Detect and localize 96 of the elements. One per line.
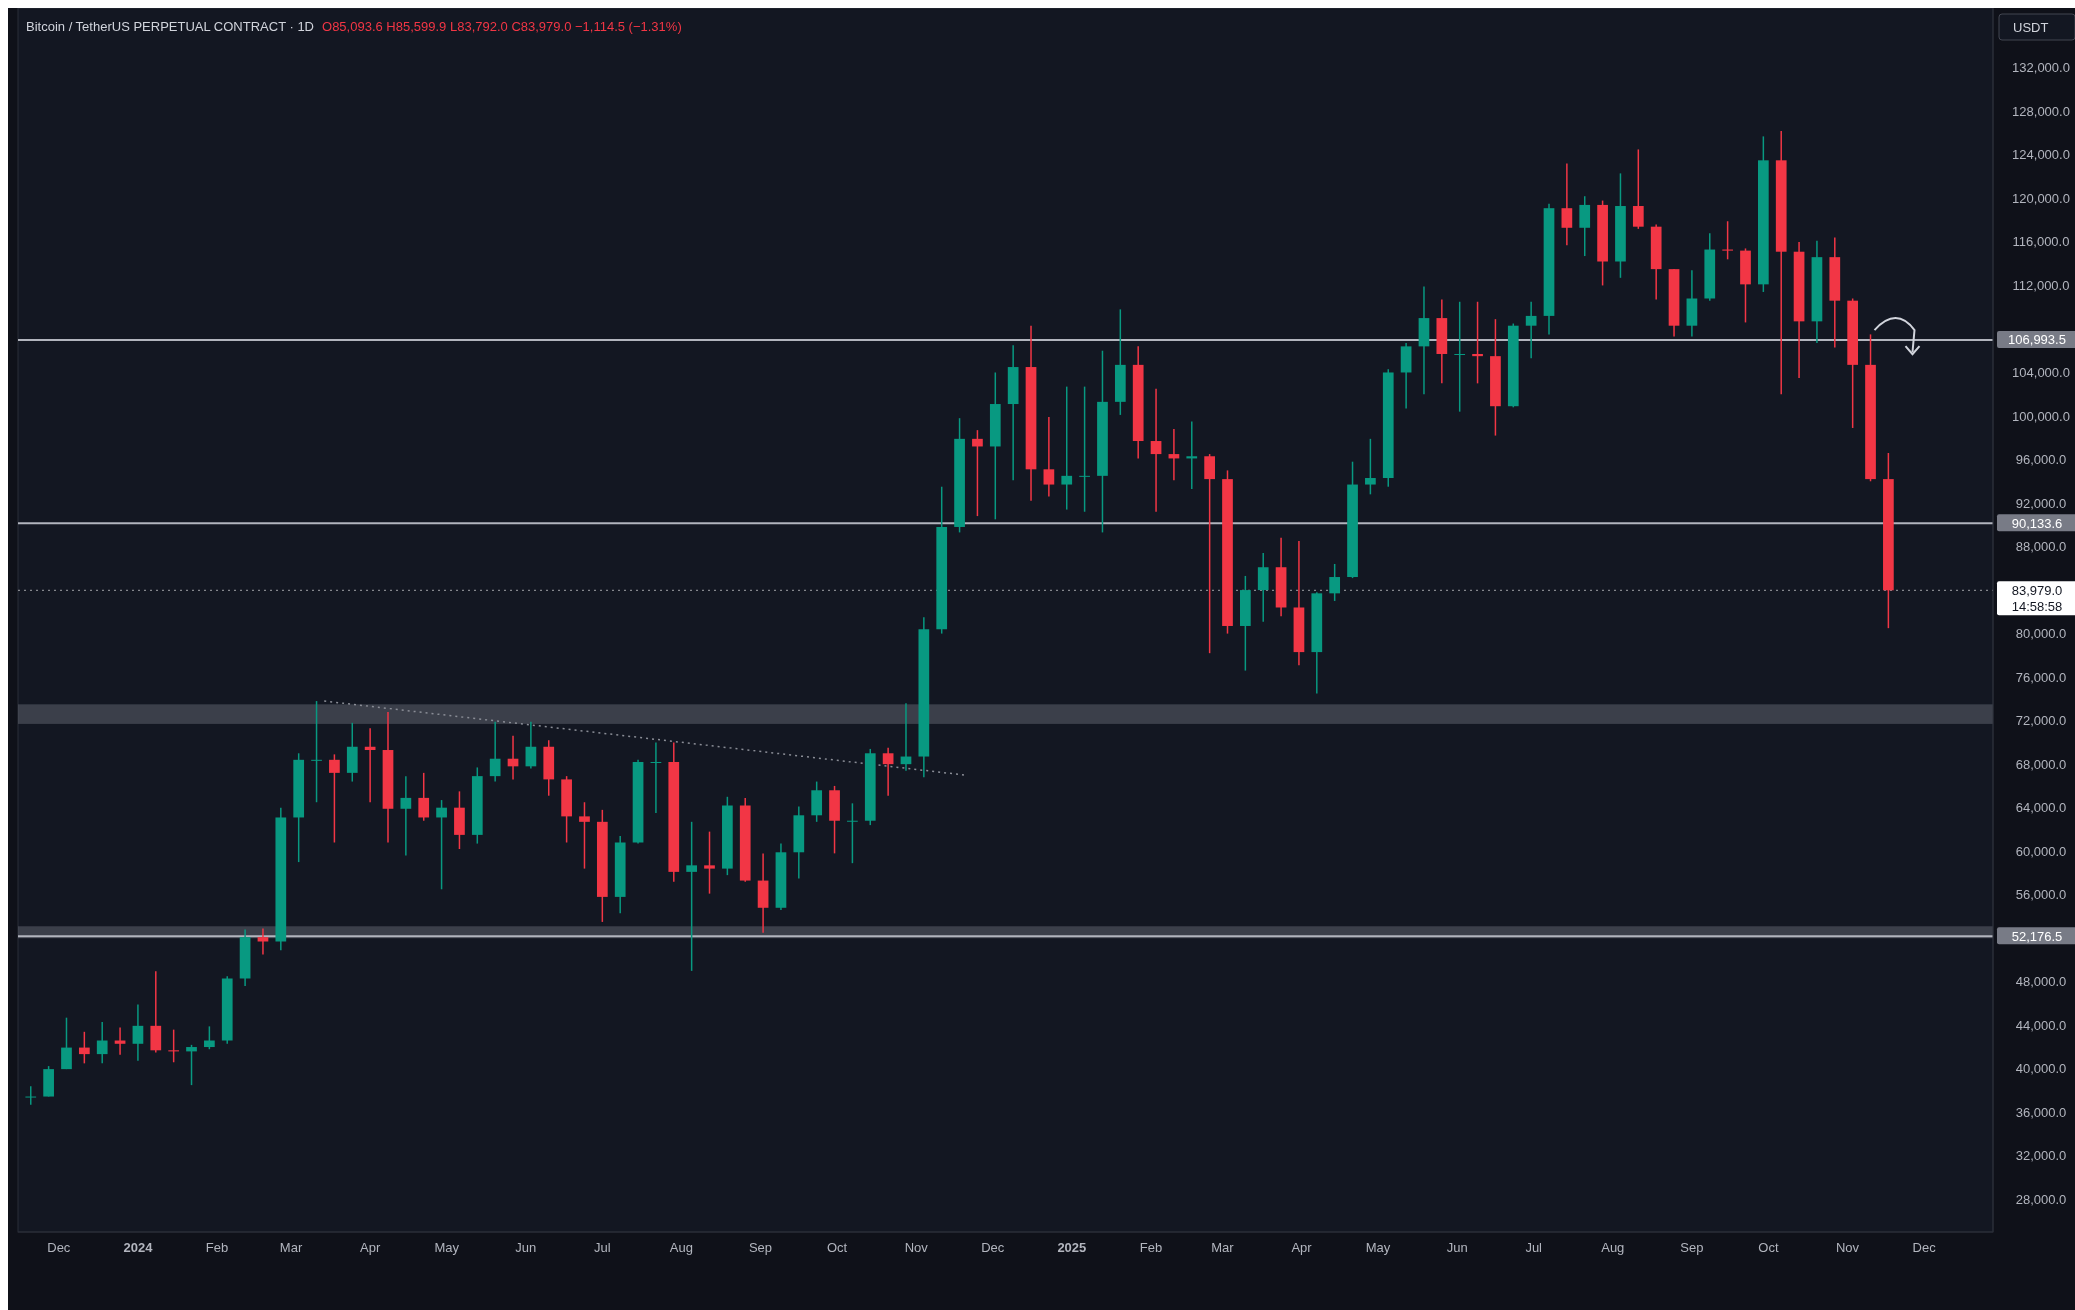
x-tick-label: Feb (205, 1239, 229, 1255)
candlestick (78, 1031, 90, 1065)
candlestick (25, 1085, 37, 1106)
candlestick (972, 429, 983, 517)
y-tick-label: 128,000.0 (2012, 103, 2070, 119)
y-tick-label: 112,000.0 (2012, 277, 2070, 293)
candlestick (882, 747, 894, 797)
x-tick-label: Apr (360, 1239, 381, 1255)
candlestick (311, 700, 322, 803)
x-tick-label: Oct (1758, 1239, 1779, 1255)
ref-line-label: 106,993.5 (2008, 332, 2066, 348)
candlestick (1186, 420, 1198, 490)
y-tick-label: 68,000.0 (2015, 756, 2067, 772)
y-tick-label: 92,000.0 (2015, 495, 2067, 511)
x-tick-label: May (1365, 1239, 1391, 1255)
y-tick-label: 88,000.0 (2015, 539, 2067, 555)
candlestick (579, 801, 590, 870)
y-tick-label: 76,000.0 (2015, 669, 2067, 685)
x-tick-label: Sep (748, 1239, 773, 1255)
candlestick (704, 830, 715, 895)
candlestick (1329, 563, 1341, 602)
candlestick (1043, 416, 1055, 498)
y-tick-label: 60,000.0 (2015, 843, 2067, 859)
candlestick (1579, 195, 1591, 257)
x-tick-label: Aug (1601, 1239, 1625, 1255)
x-tick-label: Dec (1912, 1239, 1937, 1255)
x-tick-label: Oct (826, 1239, 848, 1255)
candlestick (650, 741, 662, 814)
candlestick (489, 720, 501, 783)
candlestick (1632, 148, 1644, 230)
y-tick-label: 96,000.0 (2015, 452, 2067, 468)
y-tick-label: 64,000.0 (2015, 800, 2067, 816)
y-tick-label: 36,000.0 (2015, 1104, 2067, 1120)
x-tick-label: Nov (1835, 1239, 1860, 1255)
candlestick (132, 1003, 144, 1062)
x-tick-label: Jul (594, 1239, 611, 1255)
y-tick-label: 44,000.0 (2015, 1017, 2067, 1033)
y-tick-label: 132,000.0 (2012, 60, 2070, 76)
y-tick-label: 48,000.0 (2015, 974, 2067, 990)
x-tick-label: Dec (47, 1239, 71, 1255)
x-tick-label: Apr (1291, 1239, 1313, 1255)
candlestick (329, 753, 340, 844)
x-tick-label: Jun (1446, 1239, 1468, 1255)
text: Bitcoin / TetherUS PERPETUAL CONTRACT · 1D (26, 18, 315, 34)
y-axis-title: USDT (2013, 19, 2049, 35)
candlestick (1204, 453, 1215, 654)
candlestick (204, 1025, 215, 1050)
ref-line-label: 90,133.6 (2011, 515, 2063, 531)
candlestick (525, 720, 537, 770)
y-tick-label: 32,000.0 (2015, 1148, 2067, 1164)
x-tick-label: Mar (279, 1239, 303, 1255)
candlestick (1525, 301, 1537, 360)
y-tick-label: 124,000.0 (2012, 147, 2070, 163)
y-tick-label: 56,000.0 (2015, 887, 2067, 903)
candlestick (1079, 385, 1090, 513)
y-tick-label: 80,000.0 (2015, 626, 2067, 642)
candlestick (1561, 162, 1573, 246)
candlestick (400, 775, 412, 857)
y-tick-label: 28,000.0 (2015, 1191, 2067, 1207)
candlestick (847, 802, 858, 864)
y-tick-label: 40,000.0 (2015, 1061, 2067, 1077)
candlestick (1150, 388, 1162, 513)
candlestick (96, 1021, 108, 1065)
candlestick (186, 1044, 197, 1086)
candlestick (168, 1028, 180, 1064)
candlestick (257, 927, 269, 956)
candlestick (1472, 301, 1483, 385)
x-tick-label: Feb (1139, 1239, 1163, 1255)
ref-line-label: 83,979.0 (2011, 582, 2063, 598)
y-tick-label: 104,000.0 (2012, 365, 2070, 381)
candlestick (1257, 552, 1269, 623)
y-tick-label: 120,000.0 (2012, 190, 2070, 206)
x-tick-label: Nov (904, 1239, 929, 1255)
x-tick-label: 2024 (123, 1239, 154, 1255)
x-tick-label: Sep (1680, 1239, 1704, 1255)
y-tick-label: 100,000.0 (2012, 408, 2070, 424)
y-tick-label: 72,000.0 (2015, 713, 2067, 729)
x-tick-label: Dec (981, 1239, 1005, 1255)
candlestick (686, 821, 697, 972)
candlestick (1722, 220, 1733, 261)
candlestick (1365, 438, 1376, 496)
x-tick-label: Mar (1211, 1239, 1235, 1255)
x-tick-label: 2025 (1057, 1239, 1087, 1255)
text: 14:58:58 (2011, 598, 2063, 614)
annotation: O85,093.6 H85,599.9 L83,792.0 C83,979.0 −1,114.5 (−1.31%) (322, 18, 682, 34)
x-tick-label: Jun (515, 1239, 537, 1255)
candlestick (436, 799, 447, 891)
candlestick (61, 1016, 72, 1070)
ref-line-label: 52,176.5 (2011, 928, 2063, 944)
candlestick (1061, 385, 1073, 511)
x-tick-label: Jul (1525, 1239, 1543, 1255)
candlestick (1454, 301, 1466, 413)
candlestick (418, 772, 430, 822)
y-tick-label: 116,000.0 (2012, 234, 2070, 250)
x-tick-label: May (434, 1239, 460, 1255)
x-tick-label: Aug (669, 1239, 694, 1255)
